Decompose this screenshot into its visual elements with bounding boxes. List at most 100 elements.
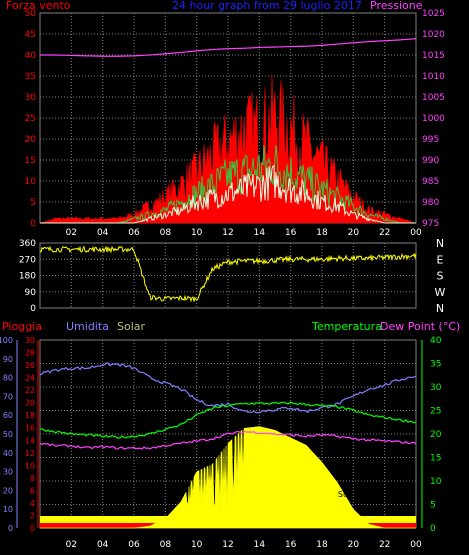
- hour-tick-label-top: 10: [191, 228, 203, 238]
- pressure-y-tick-label: 1010: [422, 72, 445, 82]
- hour-tick-label-top: 00: [410, 228, 422, 238]
- rain-y-tick-label: 20: [25, 399, 35, 408]
- wind-y-tick-label: 50: [25, 9, 37, 19]
- wind-y-tick-label: 40: [25, 51, 37, 61]
- hour-tick-label-bottom: 08: [160, 540, 172, 550]
- hour-tick-label-top: 22: [379, 228, 390, 238]
- pressure-label: Pressione: [370, 0, 423, 12]
- rain-y-tick-label: 30: [25, 336, 35, 345]
- humidity-y-tick-label: 50: [3, 430, 13, 439]
- hour-tick-label-bottom: 00: [410, 540, 422, 550]
- pressure-y-tick-label: 995: [422, 135, 439, 145]
- rain-y-tick-label: 16: [25, 424, 35, 433]
- wind-y-tick-label: 35: [25, 72, 36, 82]
- humidity-y-tick-label: 0: [8, 524, 13, 533]
- temperature-y-tick-label: 40: [430, 336, 442, 346]
- sun-set-annotation: Sun Set: [338, 490, 369, 499]
- wind-dir-y-tick-label: 270: [19, 255, 36, 265]
- rain-y-tick-label: 4: [30, 499, 35, 508]
- wind-y-tick-label: 0: [30, 219, 36, 229]
- hour-tick-label-top: 18: [316, 228, 328, 238]
- hour-tick-label-top: 02: [66, 228, 77, 238]
- compass-label: N: [436, 302, 444, 315]
- temperature-y-tick-label: 30: [430, 383, 442, 393]
- wind-y-tick-label: 25: [25, 114, 36, 124]
- rain-y-tick-label: 28: [25, 349, 35, 358]
- humidity-label: Umidita: [66, 320, 109, 333]
- pressure-y-tick-label: 1015: [422, 51, 445, 61]
- humidity-y-tick-label: 60: [3, 411, 13, 420]
- compass-label: S: [437, 270, 444, 283]
- rain-y-tick-label: 14: [25, 436, 35, 445]
- compass-label: N: [436, 237, 444, 250]
- rain-y-tick-label: 12: [25, 449, 35, 458]
- wind-y-tick-label: 10: [25, 177, 37, 187]
- humidity-y-tick-label: 10: [3, 505, 13, 514]
- temperature-series: [39, 401, 417, 439]
- wind-y-tick-label: 45: [25, 30, 36, 40]
- hour-tick-label-bottom: 04: [97, 540, 109, 550]
- wind-y-tick-label: 15: [25, 156, 36, 166]
- wind-dir-y-tick-label: 180: [19, 272, 36, 282]
- wind-y-tick-label: 5: [30, 198, 36, 208]
- hour-tick-label-bottom: 14: [254, 540, 266, 550]
- humidity-series: [39, 362, 417, 414]
- pressure-series: [40, 38, 417, 57]
- pressure-y-tick-label: 1005: [422, 93, 445, 103]
- hour-tick-label-top: 16: [285, 228, 297, 238]
- hour-tick-label-top: 06: [128, 228, 140, 238]
- temperature-y-tick-label: 10: [430, 477, 442, 487]
- compass-label: E: [437, 253, 444, 266]
- rain-y-tick-label: 10: [25, 461, 35, 470]
- wind-y-tick-label: 20: [25, 135, 37, 145]
- humidity-y-tick-label: 100: [0, 336, 13, 345]
- pressure-y-tick-label: 990: [422, 156, 439, 166]
- temperature-y-tick-label: 25: [430, 407, 441, 417]
- dew-point-label: Dew Point (°C): [380, 320, 461, 333]
- temperature-y-tick-label: 35: [430, 360, 441, 370]
- temperature-y-tick-label: 0: [430, 524, 436, 534]
- pressure-y-tick-label: 975: [422, 219, 439, 229]
- rain-y-tick-label: 24: [25, 374, 35, 383]
- temperature-y-tick-label: 20: [430, 430, 442, 440]
- rain-y-tick-label: 22: [25, 386, 35, 395]
- chart-title: 24 hour graph from 29 luglio 2017: [172, 0, 362, 12]
- hour-tick-label-top: 08: [160, 228, 172, 238]
- hour-tick-label-bottom: 06: [128, 540, 140, 550]
- temperature-label: Temperatura: [312, 320, 382, 333]
- hour-tick-label-bottom: 22: [379, 540, 390, 550]
- hour-tick-label-bottom: 02: [66, 540, 77, 550]
- humidity-y-tick-label: 70: [3, 392, 13, 401]
- rain-y-tick-label: 2: [30, 511, 35, 520]
- humidity-y-tick-label: 90: [3, 355, 13, 364]
- pressure-y-tick-label: 985: [422, 177, 439, 187]
- compass-label: W: [435, 286, 446, 299]
- pressure-y-tick-label: 1020: [422, 30, 445, 40]
- humidity-y-tick-label: 80: [3, 374, 13, 383]
- wind-y-tick-label: 30: [25, 93, 37, 103]
- pressure-y-tick-label: 1000: [422, 114, 445, 124]
- temperature-y-tick-label: 15: [430, 454, 441, 464]
- rain-y-tick-label: 18: [25, 411, 35, 420]
- hour-tick-label-bottom: 16: [285, 540, 297, 550]
- wind-speed-series: [40, 164, 416, 224]
- hour-tick-label-top: 20: [348, 228, 360, 238]
- hour-tick-label-top: 12: [222, 228, 233, 238]
- rain-label: Pioggia: [2, 320, 42, 333]
- rain-y-tick-label: 26: [25, 361, 35, 370]
- pressure-y-tick-label: 980: [422, 198, 439, 208]
- pressure-y-tick-label: 1025: [422, 9, 445, 19]
- rain-y-tick-label: 6: [30, 486, 35, 495]
- wind-force-label: Forza vento: [6, 0, 71, 12]
- solar-series: [40, 426, 416, 529]
- dew-point-series: [39, 430, 417, 450]
- humidity-y-tick-label: 40: [3, 449, 13, 458]
- hour-tick-label-bottom: 10: [191, 540, 203, 550]
- wind-direction-series: [39, 245, 417, 303]
- rain-y-tick-label: 8: [30, 474, 35, 483]
- wind-dir-y-tick-label: 90: [25, 288, 37, 298]
- hour-tick-label-bottom: 12: [222, 540, 233, 550]
- hour-tick-label-top: 14: [254, 228, 266, 238]
- humidity-y-tick-label: 20: [3, 486, 13, 495]
